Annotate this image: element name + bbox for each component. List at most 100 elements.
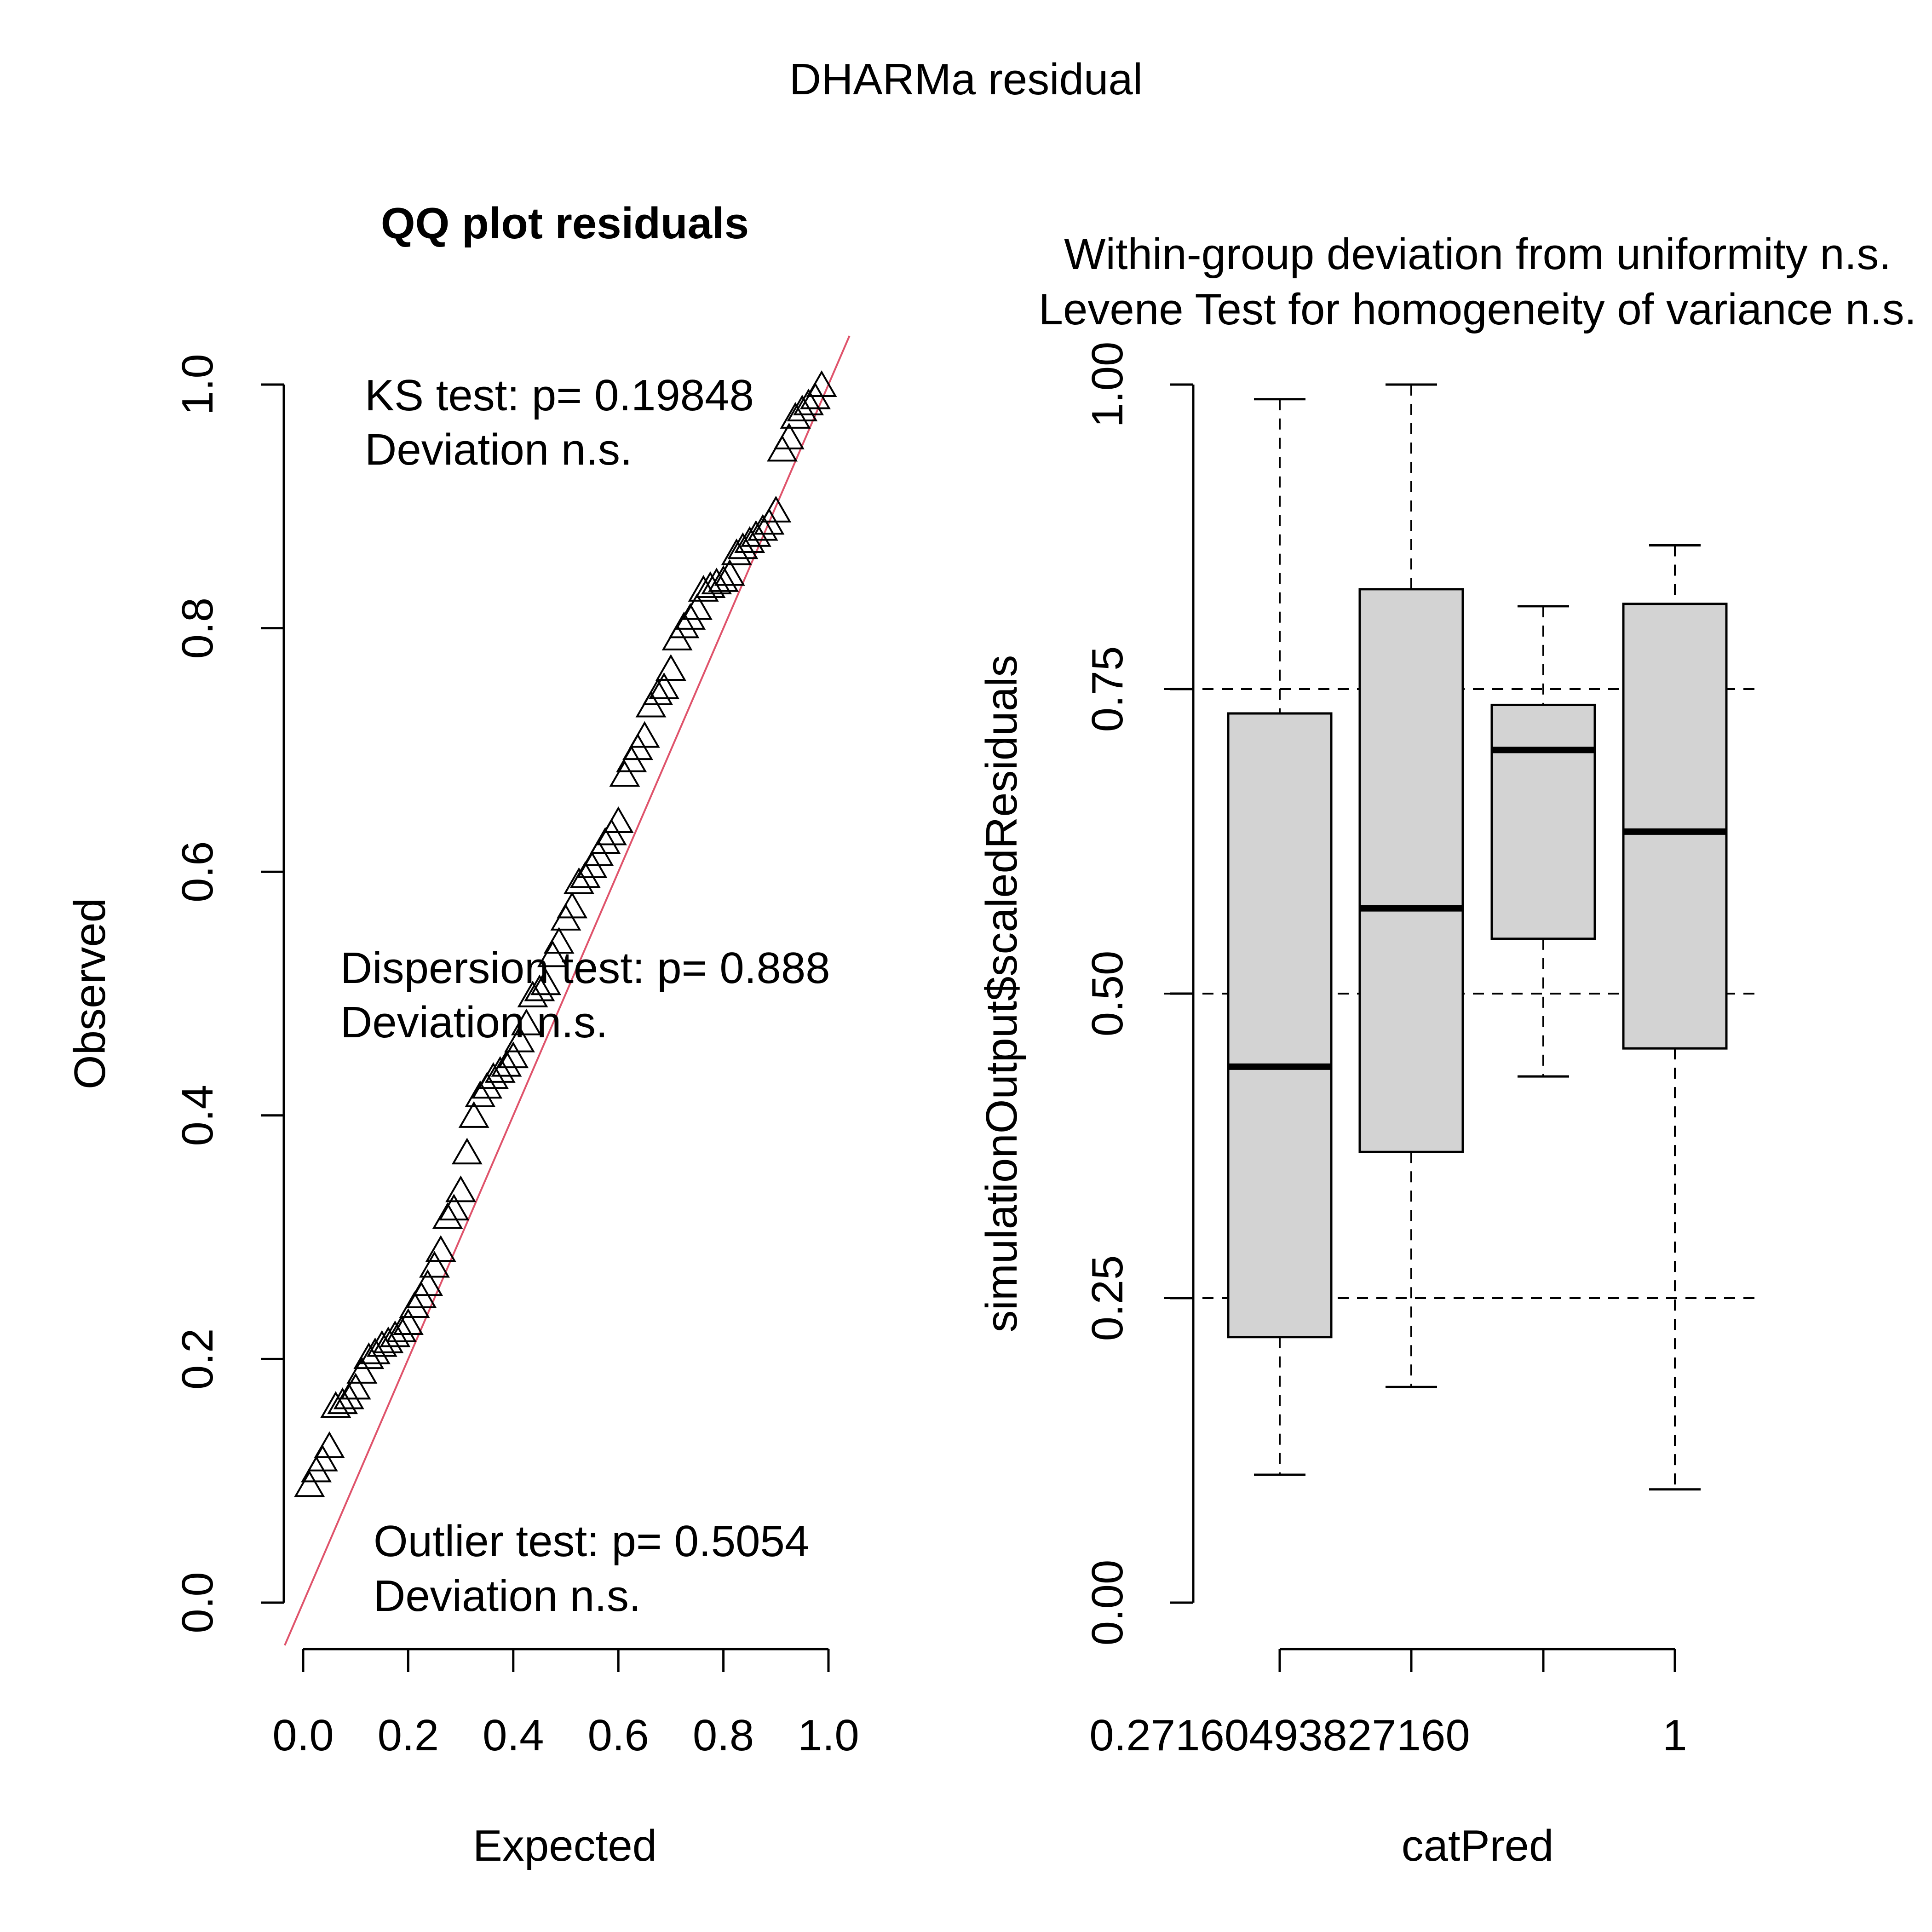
qq-point [557,891,588,919]
qq-point [314,1431,345,1458]
qq-plot-panel: QQ plot residuals 0.0 0.2 0.4 0.6 0.8 1.0 0.0… [65,199,859,1870]
interquartile-box [1358,588,1464,1153]
qq-point [498,1041,529,1069]
qq-point [419,1251,450,1278]
boxplot-y-axis-label: simulationOutput$scaledResiduals [977,655,1026,1333]
boxplot-group [1227,398,1333,1476]
qq-y-tick-label: 0.8 [173,598,222,659]
qq-point [590,827,621,854]
boxplot-title-line1: Within-group deviation from uniformity n… [1064,230,1891,279]
qq-x-tick-label: 0.8 [693,1711,754,1760]
boxplot-y-tick-label: 1.00 [1083,342,1132,428]
qq-point [491,1050,522,1077]
qq-point [458,1101,489,1128]
qq-y-tick-label: 0.6 [173,841,222,902]
qq-point [438,1194,470,1221]
qq-x-tick-label: 0.2 [378,1711,439,1760]
qq-point [701,568,732,595]
qq-x-axis-label: Expected [473,1821,657,1870]
qq-plot-title: QQ plot residuals [381,199,749,248]
boxplot-y-tick-label: 0.75 [1083,646,1132,732]
dispersion-test-text: Dispersion test: p= 0.888 [340,943,830,993]
qq-point [655,654,686,681]
qq-point [543,927,575,954]
qq-point [793,388,824,415]
qq-point [333,1382,364,1409]
qq-point [682,593,713,620]
boxplot-y-tick-label: 0.00 [1083,1560,1132,1646]
qq-point [359,1337,391,1364]
qq-y-tick-label: 1.0 [173,354,222,415]
qq-y-tick-label: 0.0 [173,1572,222,1633]
qq-point [609,760,640,787]
boxplot-title-line2: Levene Test for homogeneity of variance … [1039,285,1917,334]
qq-point [806,370,837,397]
qq-y-tick-label: 0.2 [173,1328,222,1390]
outlier-deviation-text: Deviation n.s. [374,1571,641,1621]
qq-point [484,1056,516,1083]
qq-point [294,1470,325,1497]
qq-point [504,1025,535,1052]
qq-point [642,678,673,705]
qq-point [366,1330,397,1357]
qq-point [524,974,555,1001]
qq-point [445,1175,477,1202]
boxplot-x-axis: 0.27160493827160 1 [1089,1648,1687,1760]
qq-point [412,1269,443,1296]
interquartile-box [1227,712,1333,1339]
boxplot-group [1622,544,1728,1491]
boxplot-y-tick-label: 0.25 [1083,1255,1132,1341]
qq-points [294,370,837,1497]
qq-point [340,1373,371,1400]
qq-y-axis-label: Observed [65,898,115,1089]
boxplot-y-axis: 0.00 0.25 0.50 0.75 1.00 [1083,342,1195,1646]
qq-point [675,603,706,630]
qq-x-tick-label: 0.0 [272,1711,334,1760]
boxplot-group [1358,383,1464,1388]
qq-y-axis: 0.0 0.2 0.4 0.6 0.8 1.0 [173,354,285,1633]
qq-point [327,1387,358,1414]
qq-point [392,1308,424,1335]
qq-point [747,514,778,541]
qq-x-axis: 0.0 0.2 0.4 0.6 0.8 1.0 [272,1648,859,1760]
qq-x-tick-label: 0.6 [587,1711,649,1760]
qq-y-tick-label: 0.4 [173,1085,222,1146]
qq-x-tick-label: 0.4 [483,1711,544,1760]
qq-point [564,867,595,894]
figure-title: DHARMa residual [789,55,1143,104]
qq-point [465,1080,496,1107]
qq-point [760,495,792,523]
ks-test-text: KS test: p= 0.19848 [365,371,754,420]
boxplot-x-axis-label: catPred [1402,1821,1554,1870]
qq-point [307,1444,338,1472]
boxplot-groups [1227,383,1728,1491]
qq-point [714,559,745,586]
qq-point [537,940,568,967]
qq-point [649,672,680,699]
ks-deviation-text: Deviation n.s. [365,425,632,474]
qq-point [530,968,562,995]
qq-point [511,1008,542,1035]
qq-x-tick-label: 1.0 [798,1711,859,1760]
boxplot-group [1490,605,1596,1078]
interquartile-box [1622,603,1728,1050]
qq-point [773,422,805,449]
qq-point [425,1235,456,1262]
qq-point [603,806,634,834]
dispersion-deviation-text: Deviation n.s. [340,998,608,1047]
boxplot-y-tick-label: 0.50 [1083,951,1132,1037]
outlier-test-text: Outlier test: p= 0.5054 [374,1517,809,1566]
qq-point [708,565,739,592]
qq-point [432,1202,463,1229]
interquartile-box [1490,703,1596,940]
qq-point [320,1391,351,1418]
qq-point [373,1326,404,1353]
qq-point [399,1291,430,1318]
boxplot-panel: Within-group deviation from uniformity n… [977,230,1916,1870]
qq-point [346,1357,378,1384]
qq-point [668,611,700,638]
qq-point [386,1315,417,1342]
qq-point [451,1138,483,1165]
